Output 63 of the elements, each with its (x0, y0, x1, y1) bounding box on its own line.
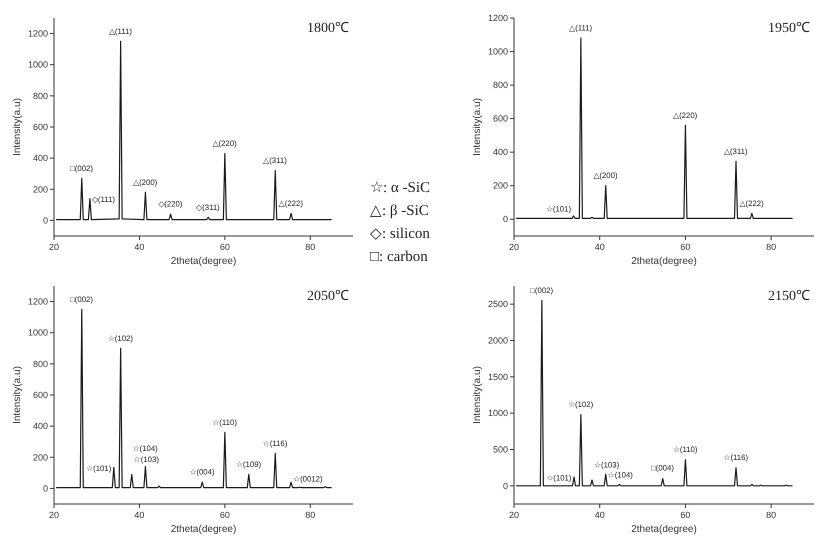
y-axis-title: Intensity(a.u) (12, 366, 23, 424)
y-tick-label: 0 (502, 214, 508, 224)
y-tick-label: 1200 (28, 296, 48, 307)
y-tick-label: 2500 (488, 299, 508, 310)
x-tick-label: 60 (680, 242, 690, 252)
x-tick-label: 20 (508, 242, 520, 252)
line-series (56, 40, 332, 220)
y-tick-label: 1000 (28, 328, 48, 338)
y-tick-label: 0 (42, 483, 48, 494)
y-tick-label: 1200 (488, 13, 508, 23)
x-tick-label: 20 (48, 242, 60, 252)
y-axis-title: Intensity(a.u) (12, 98, 23, 156)
x-axis-title: 2theta(degree) (170, 524, 236, 535)
x-tick-label: 40 (134, 510, 144, 520)
y-tick-label: 400 (492, 147, 508, 158)
y-tick-label: 600 (32, 122, 48, 132)
y-tick-label: 200 (32, 184, 48, 194)
y-tick-label: 2000 (488, 336, 508, 346)
y-tick-label: 1200 (28, 28, 48, 39)
text: △: β -SiC (370, 203, 429, 219)
y-tick-label: 1000 (28, 60, 48, 70)
x-tick-label: 20 (508, 510, 520, 520)
x-tick-label: 60 (680, 510, 690, 520)
x-tick-label: 40 (134, 242, 144, 252)
y-tick-label: 1000 (488, 408, 508, 418)
y-axis-title: Intensity(a.u) (472, 366, 483, 424)
x-tick-label: 20 (48, 510, 60, 520)
y-tick-label: 800 (492, 80, 508, 90)
text: ☆: α -SiC (370, 180, 430, 196)
x-tick-label: 60 (220, 510, 230, 520)
line-series (516, 38, 794, 219)
chart-title: 2050℃ (307, 289, 349, 304)
text: ◇: silicon (370, 226, 430, 242)
x-axis-title: 2theta(degree) (170, 256, 236, 267)
y-tick-label: 200 (492, 180, 508, 191)
chart-title: 2150℃ (768, 289, 810, 304)
x-axis-title: 2theta(degree) (631, 524, 697, 535)
y-tick-label: 1000 (488, 46, 508, 57)
y-tick-label: 600 (32, 390, 48, 400)
y-tick-label: 400 (32, 421, 48, 432)
x-tick-label: 80 (305, 510, 316, 520)
x-tick-label: 80 (305, 242, 316, 252)
y-tick-label: 200 (32, 452, 48, 462)
y-tick-label: 0 (42, 215, 48, 226)
x-axis-title: 2theta(degree) (631, 256, 697, 267)
line-series (516, 300, 794, 486)
y-tick-label: 0 (502, 480, 508, 491)
y-tick-label: 600 (492, 114, 508, 124)
chart-title: 1950℃ (768, 21, 810, 36)
y-axis-title: Intensity(a.u) (472, 98, 483, 156)
chart-title: 1800℃ (307, 21, 349, 36)
x-tick-label: 40 (594, 242, 605, 252)
x-tick-label: 80 (766, 242, 776, 252)
x-tick-label: 80 (766, 510, 776, 520)
y-tick-label: 1500 (488, 372, 508, 382)
y-tick-label: 800 (32, 358, 48, 369)
y-tick-label: 800 (32, 90, 48, 101)
y-tick-label: 400 (32, 153, 48, 164)
text: □: carbon (370, 249, 428, 265)
x-tick-label: 40 (594, 510, 605, 520)
x-tick-label: 60 (220, 242, 230, 252)
line-series (56, 308, 332, 488)
y-tick-label: 500 (492, 444, 508, 454)
